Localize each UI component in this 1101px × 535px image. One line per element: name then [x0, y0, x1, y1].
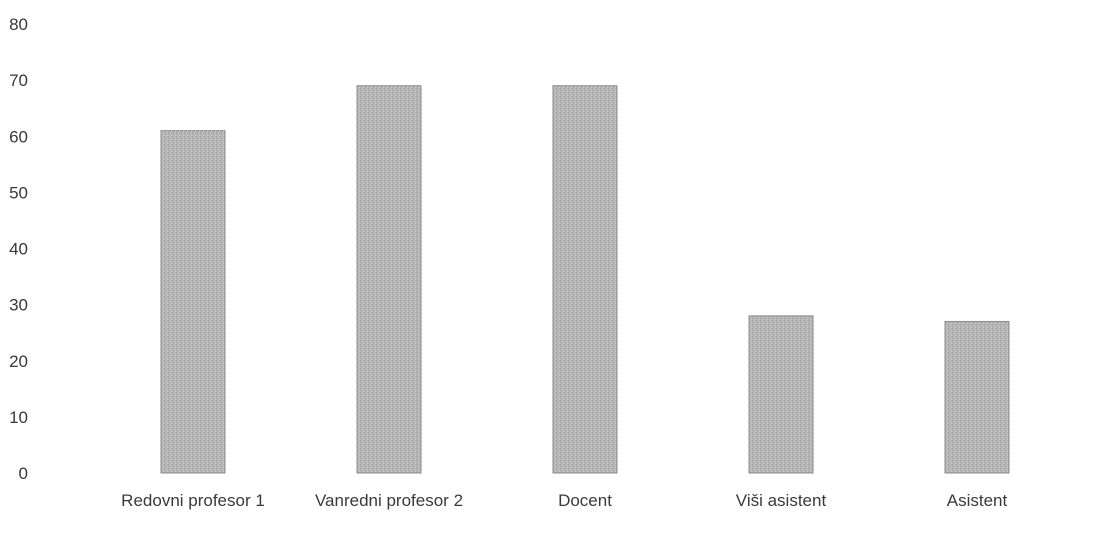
- y-tick-label: 60: [9, 127, 28, 146]
- bar: [944, 320, 1010, 474]
- x-tick-label: Docent: [558, 491, 612, 510]
- x-tick-label: Asistent: [947, 491, 1008, 510]
- y-tick-label: 80: [9, 15, 28, 34]
- y-tick-label: 0: [19, 464, 28, 483]
- y-tick-label: 40: [9, 240, 28, 259]
- x-axis: Redovni profesor 1 Vanredni profesor 2 Doc…: [121, 491, 1007, 510]
- y-tick-label: 50: [9, 183, 28, 202]
- x-tick-label: Viši asistent: [736, 491, 827, 510]
- x-tick-label: Vanredni profesor 2: [315, 491, 463, 510]
- bar: [356, 85, 422, 474]
- bar: [160, 130, 226, 474]
- x-tick-label: Redovni profesor 1: [121, 491, 265, 510]
- y-axis: 0 10 20 30 40 50 60 70 80: [9, 15, 28, 483]
- y-tick-label: 10: [9, 408, 28, 427]
- bars-group: [160, 85, 1010, 474]
- bar: [748, 315, 814, 474]
- y-tick-label: 30: [9, 296, 28, 315]
- y-tick-label: 70: [9, 71, 28, 90]
- y-tick-label: 20: [9, 352, 28, 371]
- bar: [552, 85, 618, 474]
